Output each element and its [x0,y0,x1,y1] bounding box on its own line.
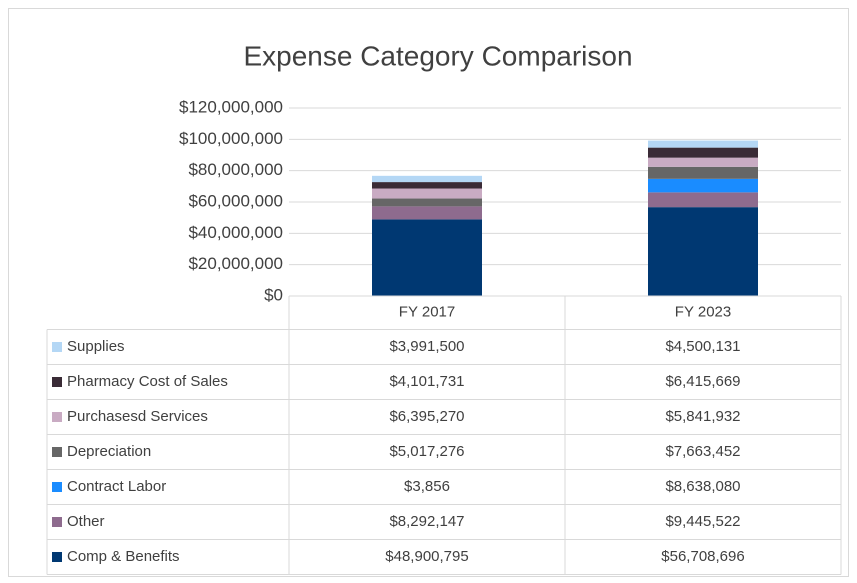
legend-key [52,517,62,527]
legend-key [52,342,62,352]
table-value: $7,663,452 [665,443,740,460]
legend-key [52,552,62,562]
table-value: $4,101,731 [389,373,464,390]
legend-key [52,377,62,387]
table-value: $3,856 [404,478,450,495]
y-tick-label: $80,000,000 [188,160,283,179]
legend-label: Pharmacy Cost of Sales [67,373,228,390]
x-tick-label: FY 2023 [675,304,731,321]
x-tick-label: FY 2017 [399,304,455,321]
table-value: $9,445,522 [665,513,740,530]
chart-title: Expense Category Comparison [243,40,632,71]
legend-label: Depreciation [67,443,151,460]
y-tick-label: $20,000,000 [188,254,283,273]
legend-label: Contract Labor [67,478,166,495]
table-value: $5,841,932 [665,408,740,425]
y-tick-label: $40,000,000 [188,223,283,242]
legend-label: Other [67,513,105,530]
bar-segment [648,207,758,296]
table-value: $5,017,276 [389,443,464,460]
bar-segment [648,192,758,208]
bar-segment [648,147,758,158]
bar-segment [648,166,758,179]
bar-segment [372,206,482,220]
legend-key [52,412,62,422]
y-tick-label: $120,000,000 [179,97,283,116]
bar-segment [372,198,482,207]
bar-segment [648,157,758,167]
table-value: $8,292,147 [389,513,464,530]
y-tick-label: $0 [264,285,283,304]
bar-segment [372,175,482,183]
table-value: $8,638,080 [665,478,740,495]
table-value: $56,708,696 [661,548,744,565]
bar-segment [648,140,758,148]
bar-segment [372,182,482,189]
y-tick-label: $60,000,000 [188,191,283,210]
table-value: $6,395,270 [389,408,464,425]
table-value: $3,991,500 [389,338,464,355]
legend-label: Supplies [67,338,125,355]
bar-segment [372,188,482,199]
legend-label: Comp & Benefits [67,548,180,565]
legend-label: Purchasesd Services [67,408,208,425]
bar-segment [648,178,758,193]
legend-key [52,447,62,457]
table-value: $48,900,795 [385,548,468,565]
y-tick-label: $100,000,000 [179,129,283,148]
table-value: $4,500,131 [665,338,740,355]
bar-segment [372,219,482,296]
legend-key [52,482,62,492]
table-value: $6,415,669 [665,373,740,390]
